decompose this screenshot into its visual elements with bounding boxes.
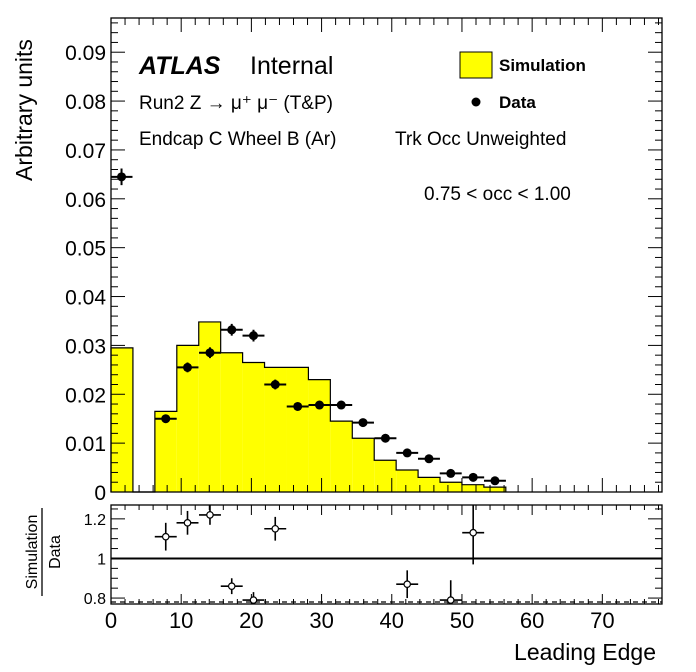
ratio-point — [183, 519, 192, 527]
simulation-bar — [483, 487, 506, 492]
simulation-bar — [352, 438, 375, 492]
x-tick-label: 0 — [105, 608, 117, 633]
y-tick-label: 0.06 — [65, 189, 106, 212]
simulation-bar — [220, 352, 243, 492]
x-tick-label: 40 — [380, 608, 404, 633]
legend-simulation-label: Simulation — [499, 56, 586, 75]
data-point — [293, 401, 303, 411]
x-tick-label: 60 — [520, 608, 544, 633]
data-point — [248, 331, 258, 341]
y-tick-label: 0.04 — [65, 287, 106, 310]
atlas-label: ATLAS — [138, 52, 221, 80]
ratio-point — [271, 524, 280, 533]
y-tick-label: 0.02 — [65, 384, 106, 407]
data-point — [161, 414, 171, 424]
data-point — [205, 348, 215, 358]
data-point — [183, 362, 193, 372]
y-tick-label: 0 — [94, 482, 106, 505]
simulation-outline — [110, 321, 507, 493]
main-axes: 0 0.01 0.02 0.03 0.04 0.05 0.06 0.07 0.08 0.09 — [65, 17, 663, 505]
ratio-point — [161, 532, 170, 541]
data-point — [402, 448, 412, 458]
data-point — [270, 379, 280, 389]
ratio-ylabel-numerator: Simulation — [24, 515, 41, 590]
main-panel: 0 0.01 0.02 0.03 0.04 0.05 0.06 0.07 0.08 0.09 — [65, 17, 663, 505]
ratio-point — [469, 528, 477, 537]
data-point — [446, 468, 456, 478]
ratio-point — [206, 511, 214, 519]
main-frame — [110, 17, 663, 493]
ratio-y-axis-label: Simulation Data — [24, 508, 64, 596]
legend-data-label: Data — [499, 93, 536, 112]
data-point — [336, 400, 346, 410]
simulation-bar — [440, 482, 462, 492]
internal-label: Internal — [250, 52, 333, 80]
data-point — [314, 400, 324, 410]
simulation-bar — [286, 367, 309, 492]
ratio-points — [154, 505, 485, 604]
simulation-bar — [111, 347, 133, 492]
simulation-bar — [396, 470, 419, 492]
ratio-point — [227, 582, 236, 590]
y-tick-label: 0.03 — [65, 335, 106, 358]
ratio-ylabel-denominator: Data — [47, 535, 64, 569]
y-tick-label: 0.07 — [65, 140, 106, 163]
simulation-bar — [308, 379, 331, 492]
y-tick-label: 0.01 — [65, 433, 106, 456]
x-tick-label: 50 — [450, 608, 474, 633]
data-point — [380, 433, 390, 443]
simulation-bar — [154, 411, 177, 492]
ratio-panel: 0.8 1 1.2 0 10 20 30 40 50 60 70 — [84, 504, 663, 633]
simulation-bar — [330, 421, 353, 492]
x-tick-label: 70 — [590, 608, 614, 633]
x-tick-label: 10 — [169, 608, 193, 633]
run-label: Run2 Z → μ⁺ μ⁻ (T&P) — [139, 93, 333, 114]
y-tick-label: 0.05 — [65, 238, 106, 261]
simulation-histogram — [110, 321, 507, 493]
weighting-label: Trk Occ Unweighted — [395, 129, 566, 150]
data-point — [358, 418, 368, 428]
simulation-bar — [176, 345, 199, 492]
simulation-bar — [198, 321, 221, 492]
legend-data-marker — [471, 97, 481, 107]
y-axis-label: Arbitrary units — [11, 39, 37, 181]
simulation-bar — [264, 367, 287, 492]
simulation-bar — [418, 477, 441, 492]
ratio-point — [446, 596, 455, 604]
legend: Simulation Data — [459, 51, 586, 112]
ratio-y-tick-label: 0.8 — [84, 591, 106, 608]
ratio-point — [403, 580, 412, 589]
data-point — [227, 325, 237, 335]
x-axis-label: Leading Edge — [514, 639, 656, 665]
x-tick-label: 30 — [309, 608, 333, 633]
region-label: Endcap C Wheel B (Ar) — [139, 129, 336, 150]
data-point — [468, 472, 478, 482]
ratio-y-tick-label: 1 — [97, 551, 106, 568]
ratio-point — [249, 596, 258, 604]
ratio-frame — [110, 504, 663, 605]
y-tick-label: 0.08 — [65, 91, 106, 114]
data-point — [424, 454, 434, 464]
simulation-bar — [461, 484, 484, 492]
data-point — [117, 172, 127, 182]
y-tick-label: 0.09 — [65, 42, 106, 65]
occ-range-label: 0.75 < occ < 1.00 — [424, 184, 571, 205]
x-tick-label: 20 — [239, 608, 263, 633]
ratio-axes: 0.8 1 1.2 0 10 20 30 40 50 60 70 — [84, 504, 663, 633]
data-point — [490, 476, 500, 486]
data-points — [110, 168, 506, 486]
legend-simulation-swatch — [459, 51, 493, 79]
ratio-y-tick-label: 1.2 — [84, 512, 106, 529]
simulation-bar — [374, 460, 397, 492]
simulation-bar — [242, 362, 265, 492]
